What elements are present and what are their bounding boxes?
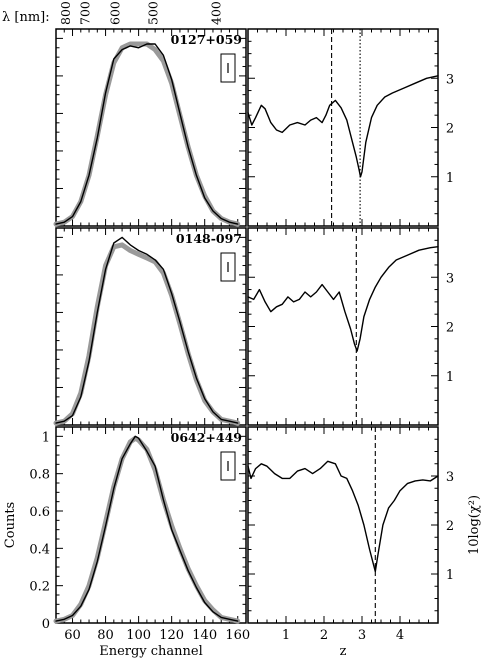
top-left-legend-box bbox=[220, 53, 236, 83]
bottom-left-ytick-label: 0.6 bbox=[29, 505, 50, 520]
bottom-left-series-observed bbox=[55, 435, 239, 622]
bottom-right-series-line bbox=[247, 460, 439, 573]
bottom-left-ytick-label: 0.8 bbox=[29, 468, 50, 483]
middle-right-ytick-label: 2 bbox=[446, 321, 454, 336]
bottom-left-ytick-label: 0.2 bbox=[29, 580, 50, 595]
bottom-left-ytick-label: 0.4 bbox=[29, 542, 50, 557]
middle-left-series-model bbox=[53, 242, 241, 426]
bottom-left-xtick-label: 160 bbox=[225, 628, 250, 643]
bottom-left-xtick-label: 80 bbox=[97, 628, 114, 643]
top-right-ytick-label: 1 bbox=[446, 171, 454, 186]
top-left-top-tick-label: 400 bbox=[208, 1, 223, 25]
bottom-right-ytick-label: 3 bbox=[446, 470, 454, 485]
bottom-right-ytick-label: 2 bbox=[446, 519, 454, 534]
bottom-left-xlabel: Energy channel bbox=[99, 644, 203, 659]
bottom-right-ytick-label: 1 bbox=[446, 568, 454, 583]
middle-left-frame bbox=[55, 227, 247, 426]
bottom-left-legend-box bbox=[220, 451, 236, 481]
data-layer bbox=[53, 29, 439, 624]
bottom-left-xtick-label: 120 bbox=[159, 628, 184, 643]
middle-right-ytick-label: 3 bbox=[446, 271, 454, 286]
panel-frames bbox=[55, 28, 439, 624]
top-left-top-tick-label: 600 bbox=[107, 1, 122, 25]
bottom-left-ylabel: Counts bbox=[3, 502, 18, 548]
bottom-left-xtick-label: 100 bbox=[126, 628, 151, 643]
bottom-right-xlabel: z bbox=[340, 644, 347, 659]
middle-right-frame bbox=[247, 227, 439, 426]
top-left-top-axis-label: λ [nm]: bbox=[2, 10, 50, 25]
top-left-top-tick-label: 800 bbox=[58, 1, 73, 25]
bottom-right-xtick-label: 2 bbox=[320, 628, 328, 643]
bottom-left-ytick-label: 0 bbox=[42, 617, 50, 632]
bottom-left-series-model bbox=[53, 435, 241, 624]
bottom-left-source-label: 0642+449 bbox=[171, 430, 242, 445]
bottom-left-ytick-label: 1 bbox=[42, 430, 50, 445]
bottom-right-ylabel: 10log(χ²) bbox=[467, 495, 482, 555]
bottom-left-frame bbox=[55, 426, 247, 624]
top-right-frame bbox=[247, 28, 439, 227]
top-left-series-observed bbox=[55, 43, 239, 225]
middle-right-ytick-label: 1 bbox=[446, 370, 454, 385]
middle-left-legend-box bbox=[220, 252, 236, 282]
bottom-right-xtick-label: 1 bbox=[282, 628, 290, 643]
middle-left-source-label: 0148-097 bbox=[176, 231, 242, 246]
top-left-source-label: 0127+059 bbox=[171, 32, 242, 47]
bottom-right-xtick-label: 3 bbox=[358, 628, 366, 643]
bottom-right-xtick-label: 4 bbox=[396, 628, 404, 643]
top-right-ytick-label: 3 bbox=[446, 72, 454, 87]
top-right-series-line bbox=[247, 75, 439, 178]
middle-left-series-observed bbox=[55, 236, 239, 424]
bottom-left-xtick-label: 60 bbox=[64, 628, 81, 643]
top-left-top-tick-label: 700 bbox=[78, 1, 93, 25]
bottom-right-frame bbox=[247, 426, 439, 624]
top-left-frame bbox=[55, 28, 247, 227]
top-left-top-tick-label: 500 bbox=[145, 1, 160, 25]
middle-right-series-line bbox=[247, 245, 439, 352]
top-right-ytick-label: 2 bbox=[446, 122, 454, 137]
bottom-left-xtick-label: 140 bbox=[192, 628, 217, 643]
top-left-series-model bbox=[53, 41, 241, 227]
